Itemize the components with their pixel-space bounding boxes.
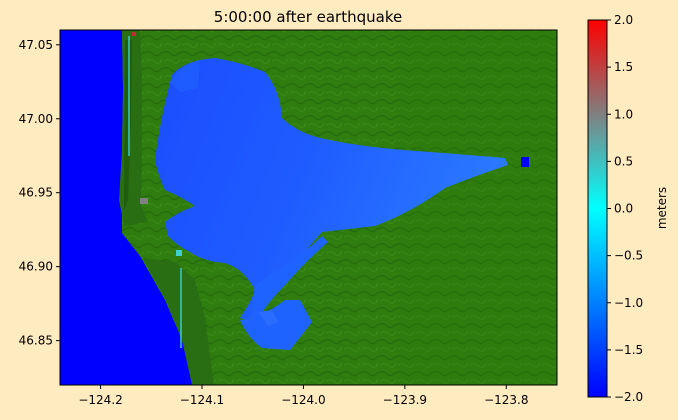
colorbar-ticks: −2.0 −1.5 −1.0 −0.5 0.0 0.5 1.0 1.5 2.0 [607, 13, 643, 404]
colorbar: −2.0 −1.5 −1.0 −0.5 0.0 0.5 1.0 1.5 2.0 meters [587, 13, 669, 404]
x-tick-label: −123.8 [484, 393, 528, 407]
x-tick-label: −124.0 [281, 393, 325, 407]
north-bay-inlet [170, 60, 200, 92]
surge-strip-2 [180, 268, 182, 348]
surge-patch-red [132, 32, 136, 36]
y-tick-label: 46.90 [19, 260, 53, 274]
creek-tidal [258, 310, 278, 326]
x-tick-label: −124.1 [180, 393, 224, 407]
colorbar-label: meters [655, 187, 669, 229]
surge-patch-north-spit [140, 198, 148, 204]
y-tick-label: 46.95 [19, 186, 53, 200]
y-tick-label: 46.85 [19, 334, 53, 348]
x-tick-label: −124.2 [78, 393, 122, 407]
colorbar-body [587, 19, 608, 398]
x-tick-label: −123.9 [383, 393, 427, 407]
plot-area [60, 30, 557, 385]
colorbar-tick-label: −0.5 [614, 249, 643, 263]
y-tick-label: 47.00 [19, 112, 53, 126]
colorbar-tick-label: 1.5 [614, 60, 633, 74]
surge-patch-south-spit [176, 250, 182, 256]
south-lobe [240, 300, 312, 350]
colorbar-tick-label: 1.0 [614, 107, 633, 121]
y-tick-label: 47.05 [19, 38, 53, 52]
colorbar-tick-label: −1.0 [614, 296, 643, 310]
gauge-marker [521, 157, 529, 167]
channel [250, 236, 328, 318]
x-axis: −124.2 −124.1 −124.0 −123.9 −123.8 [78, 385, 528, 407]
ocean-coastline [60, 30, 196, 385]
grays-harbor-bay [155, 58, 508, 320]
colorbar-tick-label: −2.0 [614, 390, 643, 404]
axes-frame [59, 29, 558, 386]
y-axis: 46.85 46.90 46.95 47.00 47.05 [19, 38, 60, 348]
colorbar-tick-label: −1.5 [614, 343, 643, 357]
colorbar-tick-label: 0.5 [614, 154, 633, 168]
colorbar-tick-label: 0.0 [614, 202, 633, 216]
chart-title: 5:00:00 after earthquake [214, 8, 402, 26]
colorbar-tick-label: 2.0 [614, 13, 633, 27]
land-lowlands [400, 30, 557, 385]
spit-south [143, 258, 214, 385]
surge-strip-1 [128, 36, 130, 156]
